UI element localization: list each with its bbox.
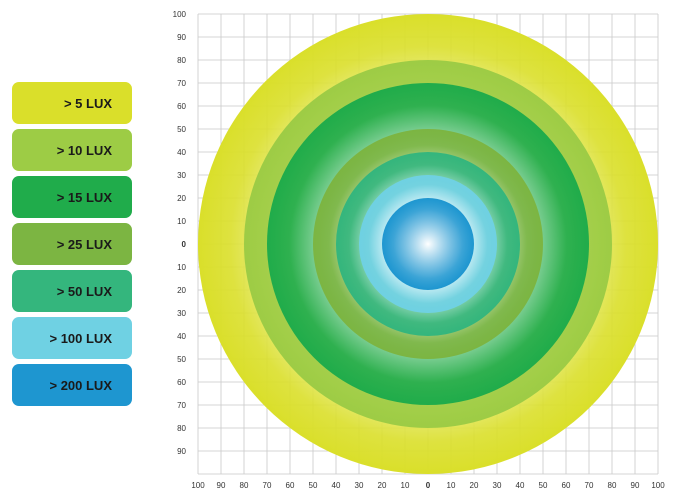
- legend-item: > 5 LUX: [12, 82, 132, 124]
- x-tick-label: 60: [562, 481, 571, 490]
- lux-zones: [198, 14, 658, 474]
- y-tick-label: 30: [177, 309, 186, 318]
- x-tick-label: 0: [426, 481, 431, 490]
- legend-item: > 10 LUX: [12, 129, 132, 171]
- legend-item: > 100 LUX: [12, 317, 132, 359]
- legend-item: > 25 LUX: [12, 223, 132, 265]
- x-tick-label: 40: [516, 481, 525, 490]
- legend-label: > 10 LUX: [56, 142, 112, 158]
- y-tick-label: 30: [177, 171, 186, 180]
- x-tick-label: 20: [470, 481, 479, 490]
- x-tick-label: 10: [447, 481, 456, 490]
- y-tick-label: 20: [177, 194, 186, 203]
- y-tick-label: 10: [177, 217, 186, 226]
- legend-label: > 100 LUX: [49, 330, 112, 346]
- y-tick-label: 80: [177, 56, 186, 65]
- x-tick-label: 40: [332, 481, 341, 490]
- y-tick-label: 70: [177, 79, 186, 88]
- x-tick-label: 100: [191, 481, 205, 490]
- legend-label: > 200 LUX: [49, 377, 112, 393]
- y-tick-label: 20: [177, 286, 186, 295]
- x-tick-label: 30: [493, 481, 502, 490]
- x-tick-label: 50: [539, 481, 548, 490]
- x-tick-label: 80: [240, 481, 249, 490]
- x-tick-label: 90: [631, 481, 640, 490]
- x-tick-label: 10: [401, 481, 410, 490]
- legend-label: > 50 LUX: [56, 283, 112, 299]
- x-tick-label: 100: [651, 481, 665, 490]
- y-tick-label: 50: [177, 125, 186, 134]
- x-tick-label: 20: [378, 481, 387, 490]
- x-tick-label: 70: [585, 481, 594, 490]
- x-tick-label: 60: [286, 481, 295, 490]
- legend-item: > 50 LUX: [12, 270, 132, 312]
- y-tick-label: 70: [177, 401, 186, 410]
- x-tick-label: 70: [263, 481, 272, 490]
- y-tick-label: 90: [177, 33, 186, 42]
- x-axis-labels: 100 90 80 70 60 50 40 30 20 10 0 10 20 30 40 50 60 70 80 90…: [191, 481, 665, 490]
- lux-zone-200: [382, 198, 474, 290]
- legend-label: > 25 LUX: [56, 236, 112, 252]
- y-tick-label: 60: [177, 378, 186, 387]
- legend-item: > 15 LUX: [12, 176, 132, 218]
- y-tick-label: 100: [173, 10, 187, 19]
- y-tick-label: 10: [177, 263, 186, 272]
- y-tick-label: 60: [177, 102, 186, 111]
- legend-label: > 5 LUX: [63, 95, 112, 111]
- y-tick-label: 50: [177, 355, 186, 364]
- y-tick-label: 40: [177, 148, 186, 157]
- x-tick-label: 90: [217, 481, 226, 490]
- legend-item: > 200 LUX: [12, 364, 132, 406]
- y-tick-label: 80: [177, 424, 186, 433]
- legend: > 5 LUX > 10 LUX > 15 LUX > 25 LUX > 50 LUX >…: [0, 0, 150, 491]
- x-tick-label: 50: [309, 481, 318, 490]
- legend-label: > 15 LUX: [56, 189, 112, 205]
- y-tick-label: 0: [182, 240, 187, 249]
- y-tick-label: 40: [177, 332, 186, 341]
- y-tick-label: 90: [177, 447, 186, 456]
- x-tick-label: 30: [355, 481, 364, 490]
- x-tick-label: 80: [608, 481, 617, 490]
